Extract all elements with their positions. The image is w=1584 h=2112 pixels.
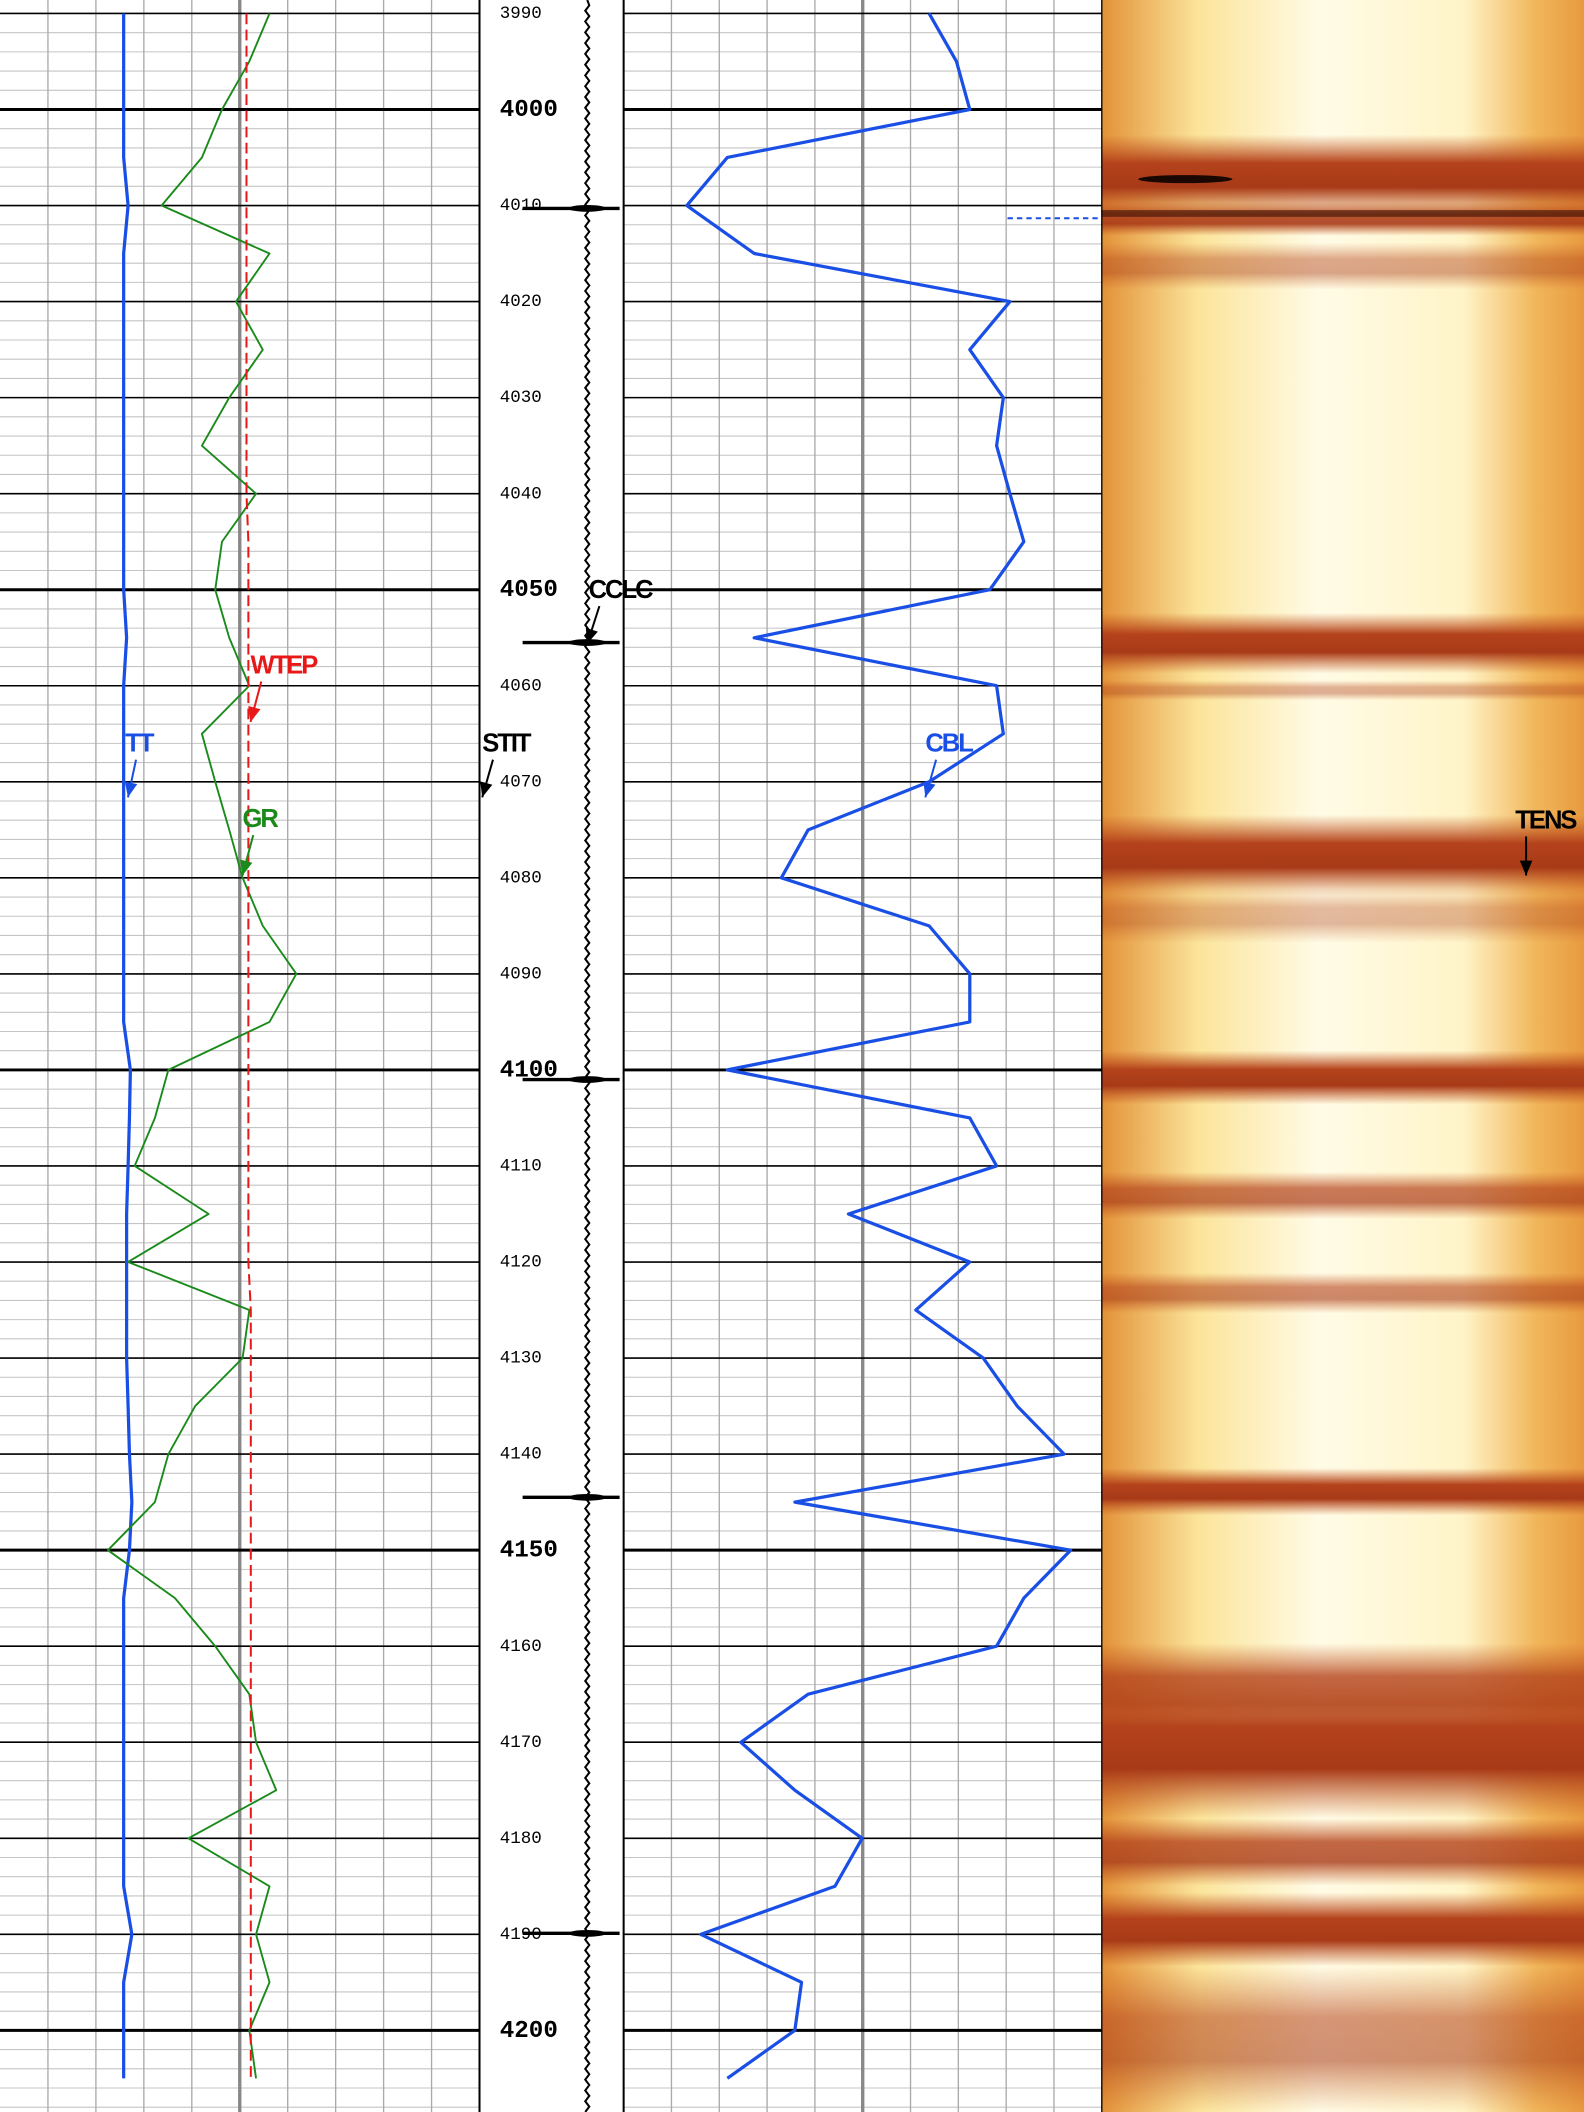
vdl-band (1101, 1818, 1584, 1886)
depth-label: 4170 (500, 1733, 542, 1753)
depth-label: 4020 (500, 292, 542, 312)
collar-mark (568, 205, 607, 212)
log-curve (106, 13, 298, 2079)
depth-label: 4060 (500, 676, 542, 696)
depth-label: 4140 (500, 1445, 542, 1465)
vdl-band (1101, 1272, 1584, 1314)
vdl-band (1101, 814, 1584, 896)
depth-label: 4160 (500, 1637, 542, 1657)
labels: 3990 4000 4010 4020 4030 4040 4050 4060 4070 4080… (124, 4, 1579, 2045)
depth-label: 4070 (500, 772, 542, 792)
curve-label: GR (242, 805, 278, 833)
vdl-band (1101, 680, 1584, 701)
grid (0, 0, 1102, 2112)
vdl-dark-spot (1138, 175, 1233, 184)
label-arrowhead (248, 705, 261, 722)
depth-label: 4130 (500, 1349, 542, 1369)
depth-label: 4090 (500, 965, 542, 985)
log-curve (122, 13, 134, 2079)
depth-label: 4180 (500, 1829, 542, 1849)
vdl-band (1101, 1676, 1584, 1819)
background (0, 0, 1102, 2112)
collar-mark (568, 1076, 607, 1083)
depth-label: 4110 (500, 1157, 542, 1177)
vdl-band (1101, 1050, 1584, 1105)
label-arrowhead (480, 781, 493, 798)
curve-label: CCLC (589, 576, 654, 604)
vdl-image (1007, 0, 1584, 2112)
label-arrowhead (240, 859, 253, 876)
collar-mark (568, 1493, 607, 1501)
vdl-band (1101, 1468, 1584, 1516)
label-arrowhead (124, 781, 138, 798)
vdl-band (1101, 1171, 1584, 1219)
vdl-band (1101, 202, 1584, 236)
depth-label: 4190 (500, 1925, 542, 1945)
depth-label: 4030 (500, 388, 542, 408)
depth-label: 4010 (500, 196, 542, 216)
curve-label: TT (125, 730, 155, 758)
curves (106, 0, 1073, 2112)
depth-label: 4050 (500, 577, 558, 604)
log-curve (685, 12, 1073, 2080)
curve-label: TENS (1515, 806, 1577, 834)
depth-label: 3990 (500, 4, 542, 24)
curve-label: WTEP (251, 651, 319, 679)
label-arrowhead (923, 781, 936, 798)
depth-label: 4000 (500, 97, 558, 124)
vdl-band (1101, 1966, 1584, 2112)
vdl-dark-line (1101, 210, 1584, 217)
curve-label: CBL (925, 730, 973, 758)
label-arrowhead (1519, 860, 1533, 876)
depth-label: 4100 (500, 1057, 558, 1084)
collar-mark (568, 1929, 607, 1937)
vdl-band (1101, 242, 1584, 290)
vdl-band (1101, 1892, 1584, 1967)
vdl-band (1101, 888, 1584, 943)
log-curve (245, 13, 252, 2079)
depth-label: 4040 (500, 484, 542, 504)
depth-label: 4150 (500, 1538, 558, 1565)
depth-label: 4120 (500, 1253, 542, 1273)
vdl-band (1101, 612, 1584, 674)
ccl-trace (583, 0, 591, 2112)
depth-label: 4200 (500, 2018, 558, 2045)
curve-label: STIT (482, 730, 532, 758)
depth-label: 4080 (500, 868, 542, 888)
label-arrowhead (585, 627, 598, 644)
